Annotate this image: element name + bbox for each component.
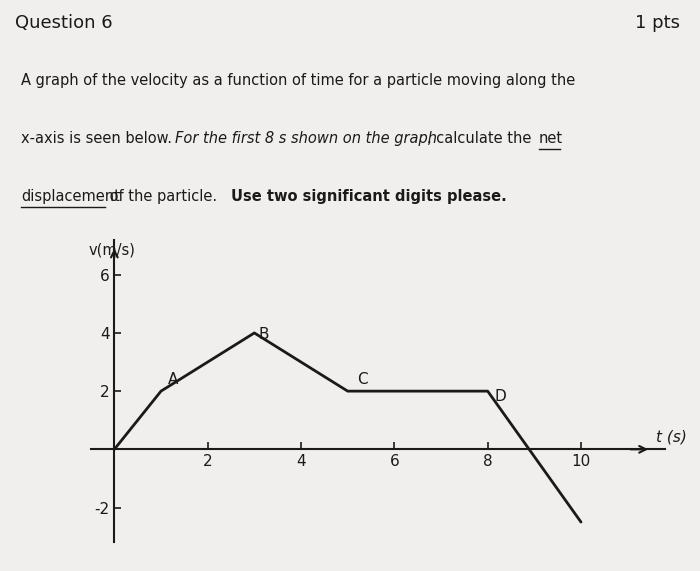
Text: For the first 8 s shown on the graph: For the first 8 s shown on the graph <box>175 131 437 146</box>
Text: net: net <box>539 131 563 146</box>
Text: Question 6: Question 6 <box>15 14 113 33</box>
Text: v(m/s): v(m/s) <box>89 243 136 258</box>
Text: A: A <box>168 372 178 387</box>
Text: B: B <box>259 327 270 341</box>
Text: 1 pts: 1 pts <box>636 14 680 33</box>
Text: Use two significant digits please.: Use two significant digits please. <box>231 190 507 204</box>
Text: C: C <box>357 372 368 387</box>
Text: x-axis is seen below.: x-axis is seen below. <box>21 131 176 146</box>
Text: of the particle.: of the particle. <box>105 190 222 204</box>
Text: D: D <box>495 389 506 404</box>
Text: displacement: displacement <box>21 190 120 204</box>
Text: A graph of the velocity as a function of time for a particle moving along the: A graph of the velocity as a function of… <box>21 73 575 87</box>
Text: t (s): t (s) <box>656 429 687 444</box>
Text: , calculate the: , calculate the <box>427 131 536 146</box>
